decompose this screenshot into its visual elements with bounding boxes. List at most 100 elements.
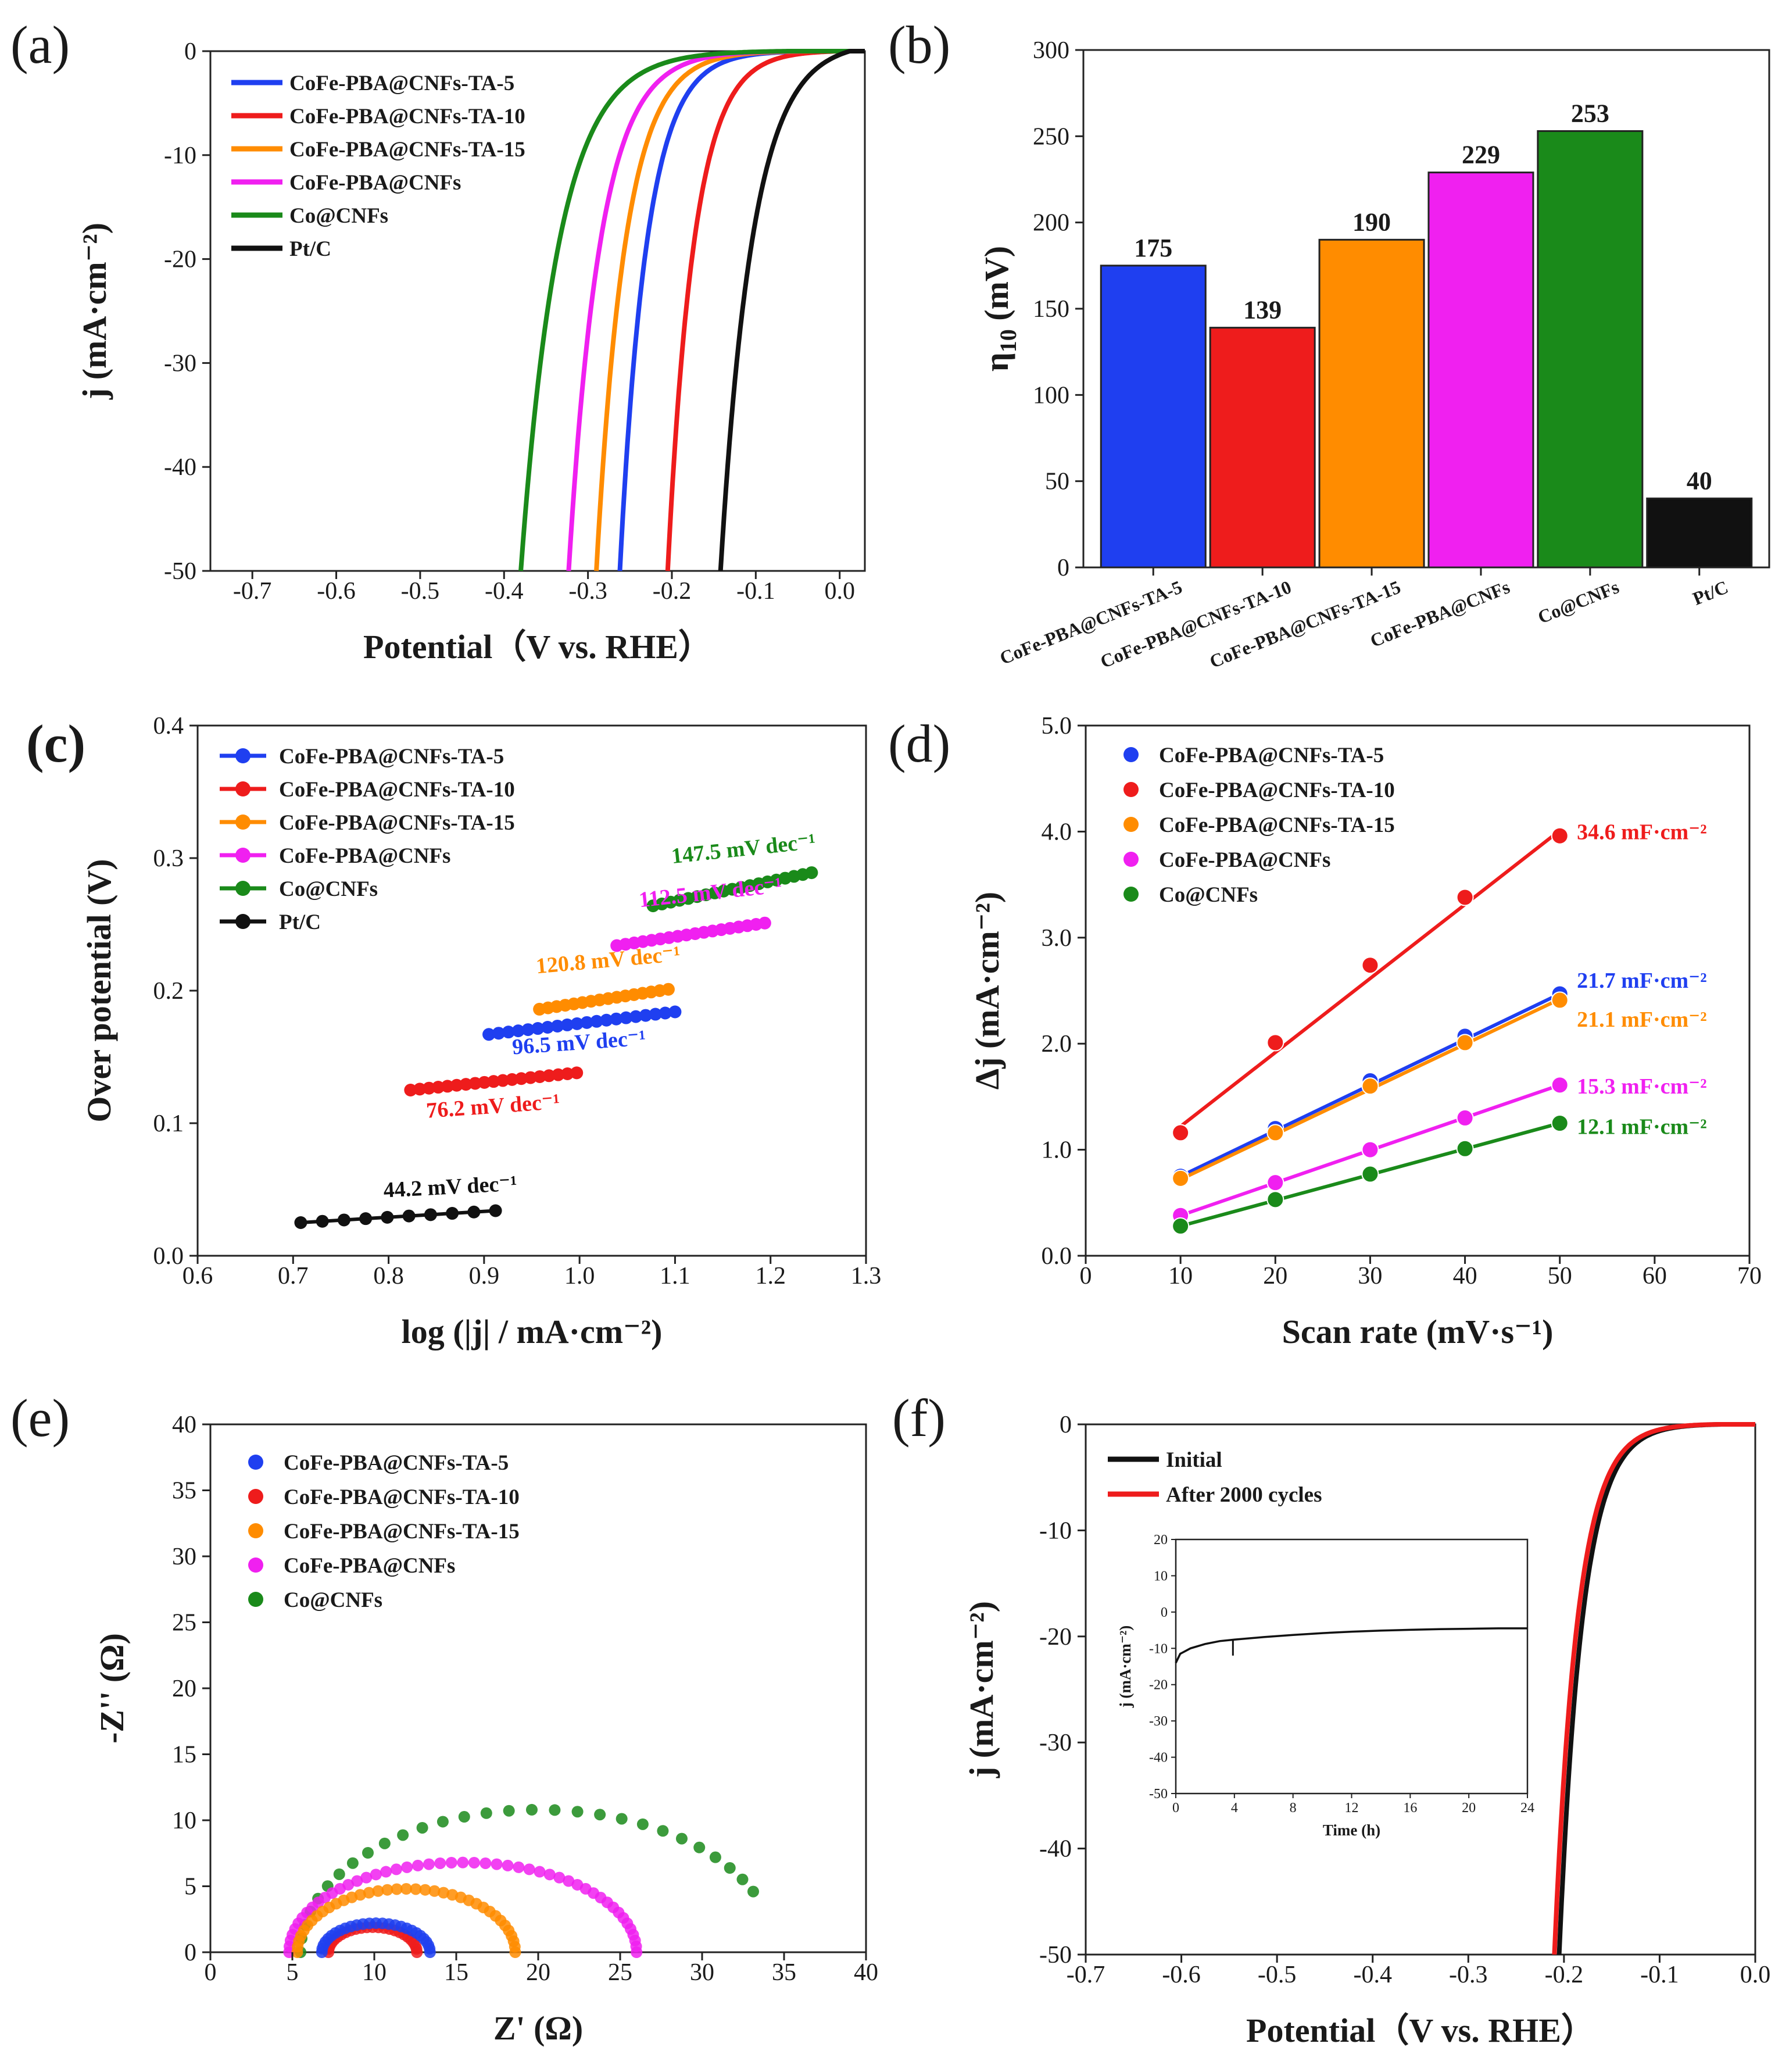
panel-e-data-point — [381, 1884, 393, 1896]
panel-a-y-tick-label: -30 — [164, 350, 196, 377]
panel-e-data-point — [549, 1804, 561, 1816]
panel-a-y-tick-label: -40 — [164, 454, 196, 481]
panel-e-data-point — [458, 1811, 470, 1823]
panel-e-y-tick-label: 0 — [184, 1939, 196, 1966]
panel-e-data-point — [571, 1806, 584, 1818]
panel-c-data-point — [659, 1006, 672, 1020]
panel-b-bar-value-label: 229 — [1462, 141, 1500, 169]
panel-c-data-point — [590, 1014, 603, 1028]
panel-c-legend-swatch — [235, 848, 251, 863]
panel-f-inset-y-tick-label: -40 — [1149, 1751, 1168, 1766]
panel-d-y-tick-label: 1.0 — [1042, 1137, 1072, 1164]
panel-a-legend-label: CoFe-PBA@CNFs-TA-5 — [289, 72, 514, 95]
panel-f-inset-y-tick-label: 20 — [1154, 1532, 1168, 1548]
panel-e-data-point — [724, 1862, 736, 1874]
panel-c-y-axis-label: Over potential (V) — [80, 859, 118, 1122]
panel-d-data-point — [1551, 991, 1569, 1009]
panel-d-legend-label: CoFe-PBA@CNFs-TA-5 — [1159, 744, 1384, 767]
panel-d-y-tick-label: 3.0 — [1042, 925, 1072, 952]
panel-f-inset-y-tick-label: 0 — [1161, 1605, 1168, 1620]
panel-e-x-tick-label: 15 — [444, 1959, 468, 1986]
panel-e-legend-swatch — [248, 1592, 263, 1607]
panel-c-data-point — [487, 1075, 500, 1088]
panel-e-data-point — [351, 1875, 363, 1887]
panel-d-x-tick-label: 10 — [1168, 1263, 1193, 1289]
panel-c-data-point — [542, 1069, 556, 1083]
panel-e-data-point — [424, 1946, 436, 1958]
panel-c-slope-label: 76.2 mV dec⁻¹ — [425, 1089, 561, 1123]
panel-e-x-axis-label: Z' (Ω) — [493, 2009, 583, 2047]
panel-b-y-tick-label: 300 — [1033, 37, 1069, 64]
panel-f-stability-chart: -0.7 -0.6 -0.5 -0.4 -0.3 -0.2 -0.1 0.0 0 -10 -20 -3… — [962, 1412, 1770, 2049]
panel-e-data-point — [346, 1857, 359, 1869]
panel-d-capacitance-chart: 34.6 mF·cm⁻² 21.7 mF·cm⁻² 21.1 mF·cm⁻² 15.3… — [968, 713, 1762, 1351]
panel-c-legend-label: CoFe-PBA@CNFs-TA-5 — [279, 745, 504, 769]
panel-e-data-point — [747, 1885, 759, 1898]
panel-e-legend-label: CoFe-PBA@CNFs — [284, 1554, 455, 1578]
panel-e-data-point — [468, 1856, 480, 1869]
panel-d-data-point — [1551, 827, 1569, 845]
panel-d-capacitance-label: 21.1 mF·cm⁻² — [1577, 1008, 1707, 1032]
panel-a-y-tick-label: -10 — [164, 142, 196, 169]
panel-d-y-tick-label: 0.0 — [1042, 1243, 1072, 1270]
panel-f-inset-y-tick-label: -50 — [1149, 1787, 1168, 1802]
panel-d-x-axis-label: Scan rate (mV·s⁻¹) — [1282, 1313, 1554, 1351]
panel-e-data-point — [390, 1863, 402, 1875]
panel-letter-b: (b) — [888, 15, 950, 74]
panel-f-y-tick-label: -20 — [1039, 1624, 1072, 1651]
panel-e-data-point — [423, 1858, 435, 1870]
panel-f-y-tick-label: 0 — [1060, 1412, 1072, 1438]
panel-d-fit-line — [1179, 829, 1561, 1128]
panel-e-data-point — [509, 1946, 521, 1958]
panel-e-data-point — [480, 1807, 492, 1819]
panel-e-data-point — [370, 1869, 382, 1881]
panel-b-category-label: Pt/C — [1690, 576, 1731, 609]
panel-d-data-point — [1266, 1034, 1284, 1052]
panel-e-data-point — [363, 1887, 375, 1899]
panel-f-inset-x-tick-label: 12 — [1345, 1801, 1359, 1816]
panel-c-data-point — [459, 1078, 473, 1091]
panel-e-data-point — [616, 1813, 628, 1825]
panel-letter-f: (f) — [892, 1388, 946, 1448]
panel-c-legend-label: Co@CNFs — [279, 877, 378, 901]
panel-c-x-tick-label: 0.7 — [278, 1263, 309, 1289]
panel-a-legend-label: CoFe-PBA@CNFs-TA-15 — [289, 138, 525, 162]
panel-e-x-tick-label: 40 — [854, 1959, 878, 1986]
panel-c-data-point — [482, 1028, 496, 1041]
panel-d-data-point — [1361, 1165, 1379, 1183]
panel-a-x-tick-label: 0.0 — [824, 578, 855, 605]
panel-f-x-tick-label: -0.4 — [1353, 1962, 1392, 1988]
panel-c-x-tick-label: 1.1 — [660, 1263, 690, 1289]
panel-b-bar-value-label: 190 — [1352, 208, 1391, 236]
panel-a-legend-label: CoFe-PBA@CNFs — [289, 171, 461, 195]
panel-e-x-tick-label: 25 — [608, 1959, 632, 1986]
panel-c-data-point — [649, 1008, 662, 1021]
panel-c-slope-label: 147.5 mV dec⁻¹ — [670, 829, 817, 869]
panel-f-inset-y-tick-label: 10 — [1154, 1569, 1168, 1584]
panel-c-legend-label: CoFe-PBA@CNFs-TA-15 — [279, 811, 515, 835]
panel-c-legend-label: CoFe-PBA@CNFs — [279, 844, 450, 868]
panel-f-inset-x-tick-label: 4 — [1231, 1801, 1238, 1816]
panel-a-x-axis-label: Potential（V vs. RHE） — [363, 628, 712, 666]
panel-e-data-point — [436, 1816, 449, 1828]
panel-d-x-tick-label: 50 — [1548, 1263, 1572, 1289]
panel-c-data-point — [580, 1016, 593, 1029]
panel-c-data-point — [541, 1021, 554, 1034]
panel-c-data-point — [560, 1018, 574, 1031]
panel-c-x-tick-label: 0.9 — [469, 1263, 500, 1289]
panel-c-y-tick-label: 0.2 — [153, 978, 184, 1005]
panel-f-y-tick-label: -30 — [1039, 1730, 1072, 1756]
panel-e-y-tick-label: 10 — [172, 1807, 196, 1834]
panel-e-legend-label: CoFe-PBA@CNFs-TA-15 — [284, 1520, 520, 1544]
panel-e-legend-swatch — [248, 1523, 263, 1538]
panel-f-inset-y-tick-label: -20 — [1149, 1678, 1168, 1693]
panel-d-y-axis-label: Δj (mA·cm⁻²) — [968, 892, 1006, 1089]
panel-c-data-point — [661, 983, 675, 996]
panel-c-slope-label: 120.8 mV dec⁻¹ — [535, 942, 681, 979]
panel-c-data-point — [758, 916, 771, 930]
panel-e-legend-label: CoFe-PBA@CNFs-TA-10 — [284, 1485, 520, 1509]
panel-c-slope-label: 112.5 mV dec⁻¹ — [638, 873, 783, 913]
panel-c-data-point — [316, 1214, 329, 1228]
panel-letter-a: (a) — [10, 15, 70, 74]
